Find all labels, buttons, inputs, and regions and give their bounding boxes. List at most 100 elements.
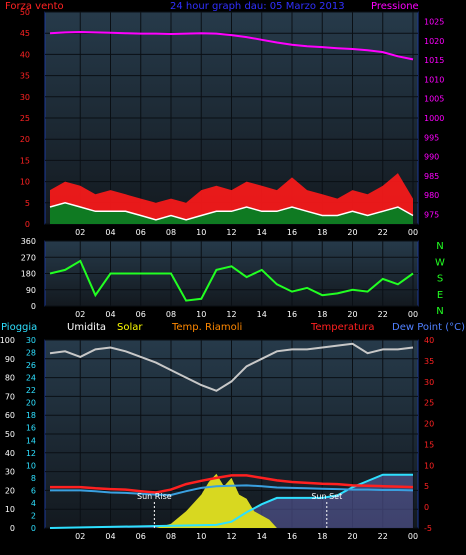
bottom-mid-tick: 4 — [31, 499, 36, 508]
dir-left-tick: 270 — [21, 253, 36, 262]
top-x-tick: 04 — [105, 228, 115, 237]
bottom-left-tick: 80 — [5, 374, 15, 383]
bottom-right-tick: 30 — [424, 378, 434, 387]
bottom-x-tick: 08 — [166, 532, 176, 541]
series-average-line — [49, 202, 414, 221]
top-x-tick: 06 — [136, 228, 146, 237]
top-right-tick: 985 — [424, 172, 439, 181]
top-left-tick: 45 — [20, 29, 30, 38]
top-x-tick: 10 — [196, 228, 206, 237]
series-rain-line — [49, 473, 413, 529]
bottom-left-tick: 20 — [5, 486, 15, 495]
series-rain-area — [50, 474, 413, 528]
top-x-tick: 08 — [166, 228, 176, 237]
bottom-mid-tick: 14 — [26, 436, 36, 445]
top-left-tick: 10 — [20, 178, 30, 187]
series-humidity-line — [49, 342, 414, 392]
top-x-tick: 14 — [257, 228, 267, 237]
bottom-mid-tick: 18 — [26, 411, 36, 420]
bottom-left-tick: 60 — [5, 411, 15, 420]
dir-left-tick: 0 — [31, 302, 36, 311]
top-right-tick: 1020 — [424, 37, 444, 46]
series-solar-area — [155, 473, 277, 528]
bottom-mid-tick: 20 — [26, 399, 36, 408]
bottom-left-tick: 70 — [5, 392, 15, 401]
series-direction-line — [49, 259, 414, 302]
bottom-right-tick: 25 — [424, 399, 434, 408]
bottom-mid-tick: 0 — [31, 524, 36, 533]
top-x-tick: 18 — [317, 228, 327, 237]
bottom-x-tick: 12 — [226, 532, 236, 541]
legend-temperature: Temperatura — [310, 322, 375, 333]
legend-feels: Temp. Riamoli — [171, 322, 242, 333]
top-left-tick: 35 — [20, 72, 30, 81]
top-x-tick: 16 — [287, 228, 297, 237]
top-left-tick: 25 — [20, 114, 30, 123]
bottom-mid-tick: 28 — [26, 349, 36, 358]
dir-x-tick: 18 — [317, 310, 327, 319]
series-gust-area — [50, 173, 413, 224]
top-left-tick: 0 — [25, 220, 30, 229]
bottom-left-tick: 10 — [5, 505, 15, 514]
bottom-right-tick: 40 — [424, 336, 434, 345]
top-left-tick: 5 — [25, 199, 30, 208]
dir-left-tick: 90 — [26, 286, 36, 295]
dir-x-tick: 22 — [378, 310, 388, 319]
bottom-mid-tick: 16 — [26, 424, 36, 433]
top-right-tick: 1010 — [424, 75, 444, 84]
bottom-x-tick: 16 — [287, 532, 297, 541]
bottom-x-tick: 18 — [317, 532, 327, 541]
bottom-x-tick: 02 — [75, 532, 85, 541]
bottom-mid-tick: 24 — [26, 374, 36, 383]
dir-x-tick: 06 — [136, 310, 146, 319]
bottom-mid-tick: 22 — [26, 386, 36, 395]
top-right-tick: 995 — [424, 133, 439, 142]
top-right-tick: 975 — [424, 210, 439, 219]
top-x-tick: 12 — [226, 228, 236, 237]
top-x-tick: 20 — [347, 228, 357, 237]
header-right-label: Pressione — [371, 1, 419, 12]
dir-x-tick: 14 — [257, 310, 267, 319]
top-left-tick: 15 — [20, 156, 30, 165]
bottom-x-tick: 14 — [257, 532, 267, 541]
bottom-right-tick: 20 — [424, 420, 434, 429]
dir-x-tick: 00 — [408, 310, 418, 319]
top-left-tick: 30 — [20, 93, 30, 102]
top-right-tick: 1025 — [424, 18, 444, 27]
bottom-mid-tick: 8 — [31, 474, 36, 483]
top-x-tick: 00 — [408, 228, 418, 237]
bottom-right-tick: -5 — [424, 524, 432, 533]
top-left-tick: 40 — [20, 50, 30, 59]
bottom-x-tick: 00 — [408, 532, 418, 541]
top-right-tick: 990 — [424, 153, 439, 162]
bottom-mid-tick: 12 — [26, 449, 36, 458]
marker-label: Sun Set — [311, 492, 342, 501]
bottom-right-tick: 0 — [424, 503, 429, 512]
top-right-tick: 1000 — [424, 114, 444, 123]
dir-x-tick: 04 — [105, 310, 115, 319]
bottom-x-tick: 10 — [196, 532, 206, 541]
top-right-tick: 1015 — [424, 56, 444, 65]
legend-solar: Solar — [117, 322, 143, 333]
top-left-tick: 50 — [20, 8, 30, 17]
bottom-left-tick: 0 — [10, 524, 15, 533]
bottom-mid-tick: 10 — [26, 461, 36, 470]
bottom-right-tick: 35 — [424, 357, 434, 366]
bottom-mid-tick: 30 — [26, 336, 36, 345]
dir-right-label: E — [437, 290, 443, 301]
bottom-left-tick: 50 — [5, 430, 15, 439]
bottom-left-tick: 40 — [5, 449, 15, 458]
marker-label: Sun Rise — [137, 492, 172, 501]
bottom-left-tick: 90 — [5, 355, 15, 364]
header-left-label: Forza vento — [5, 1, 64, 12]
legend-humidity: Umidita — [67, 322, 106, 333]
dir-left-tick: 360 — [21, 237, 36, 246]
series-average-area — [50, 202, 413, 224]
bottom-right-tick: 5 — [424, 482, 429, 491]
bottom-mid-tick: 6 — [31, 486, 36, 495]
dir-x-tick: 08 — [166, 310, 176, 319]
legend-rain: Pioggia — [1, 322, 37, 333]
top-right-tick: 1005 — [424, 95, 444, 104]
top-left-tick: 20 — [20, 135, 30, 144]
